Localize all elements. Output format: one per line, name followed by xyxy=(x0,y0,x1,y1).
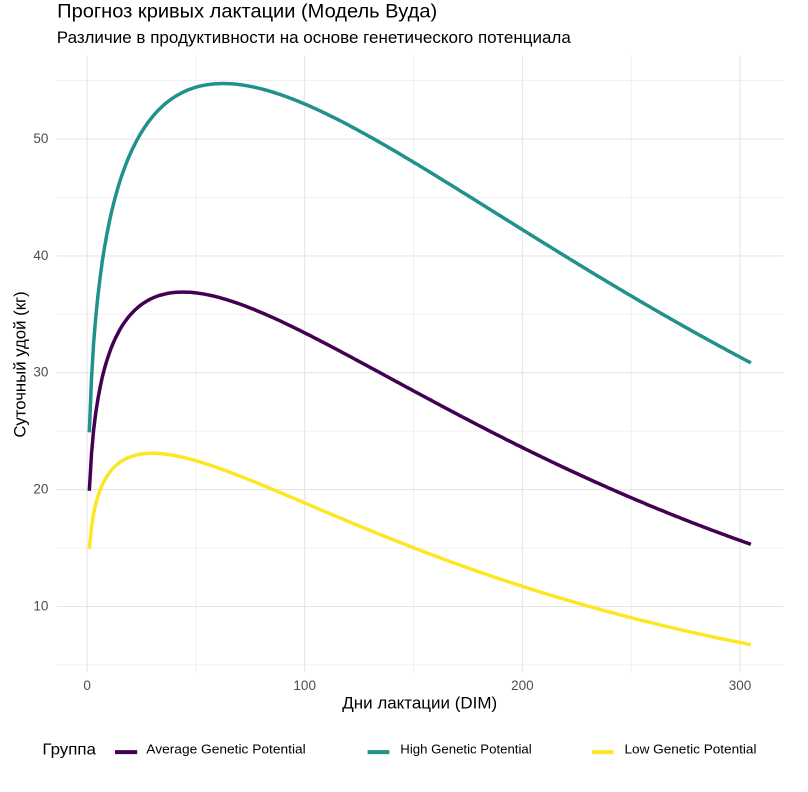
svg-text:Low Genetic Potential: Low Genetic Potential xyxy=(625,742,757,757)
svg-text:100: 100 xyxy=(293,678,316,693)
svg-text:50: 50 xyxy=(33,131,48,146)
svg-text:Average Genetic Potential: Average Genetic Potential xyxy=(146,742,306,757)
svg-text:Различие в продуктивности на о: Различие в продуктивности на основе гене… xyxy=(57,28,572,47)
svg-text:Прогноз кривых лактации (Модел: Прогноз кривых лактации (Модель Вуда) xyxy=(57,1,437,23)
svg-text:High Genetic Potential: High Genetic Potential xyxy=(400,742,532,757)
svg-text:40: 40 xyxy=(33,248,48,263)
svg-text:Дни лактации (DIM): Дни лактации (DIM) xyxy=(342,694,497,712)
svg-text:10: 10 xyxy=(33,599,48,614)
svg-text:20: 20 xyxy=(33,482,48,497)
svg-text:200: 200 xyxy=(511,678,534,693)
svg-text:Суточный удой (кг): Суточный удой (кг) xyxy=(12,291,30,437)
svg-text:30: 30 xyxy=(33,365,48,380)
svg-text:Группа: Группа xyxy=(42,742,96,759)
svg-text:0: 0 xyxy=(83,678,91,693)
svg-text:300: 300 xyxy=(729,678,752,693)
